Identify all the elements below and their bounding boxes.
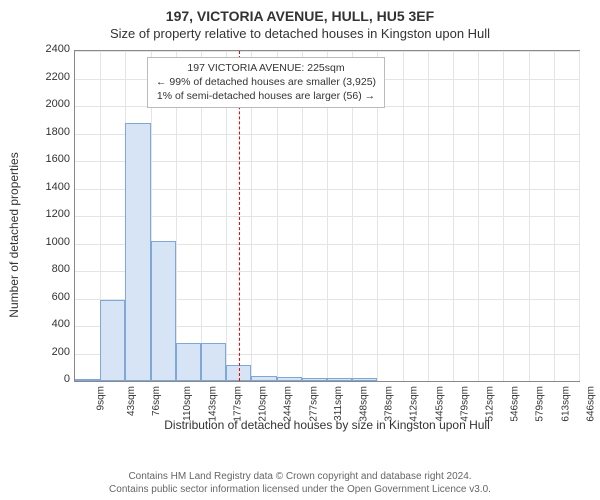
histogram-bar (100, 300, 125, 381)
y-tick-label: 2200 (30, 71, 70, 83)
y-tick-label: 400 (30, 318, 70, 330)
x-tick-label: 244sqm (283, 386, 294, 422)
y-tick-label: 2400 (30, 43, 70, 55)
y-tick-label: 2000 (30, 98, 70, 110)
page-title: 197, VICTORIA AVENUE, HULL, HU5 3EF (0, 0, 600, 24)
histogram-bar (277, 377, 302, 381)
x-tick-label: 177sqm (233, 386, 244, 422)
y-tick-label: 1800 (30, 126, 70, 138)
gridline-vertical (403, 51, 404, 381)
y-tick-label: 1600 (30, 153, 70, 165)
histogram-bar (251, 376, 276, 382)
x-tick-label: 378sqm (384, 386, 395, 422)
gridline-vertical (554, 51, 555, 381)
histogram-bar (201, 343, 226, 382)
gridline-vertical (579, 51, 580, 381)
footer-line-1: Contains HM Land Registry data © Crown c… (0, 470, 600, 483)
infobox-line: 197 VICTORIA AVENUE: 225sqm (156, 61, 376, 75)
x-tick-label: 9sqm (95, 386, 106, 410)
x-tick-label: 546sqm (510, 386, 521, 422)
y-tick-label: 600 (30, 291, 70, 303)
x-axis-label: Distribution of detached houses by size … (74, 418, 580, 432)
x-tick-label: 43sqm (126, 386, 137, 416)
x-tick-label: 143sqm (207, 386, 218, 422)
gridline-vertical (503, 51, 504, 381)
gridline-vertical (453, 51, 454, 381)
x-tick-label: 311sqm (333, 386, 344, 421)
histogram-bar (352, 378, 377, 381)
x-tick-label: 445sqm (434, 386, 445, 422)
page-subtitle: Size of property relative to detached ho… (0, 24, 600, 45)
plot-area: 197 VICTORIA AVENUE: 225sqm← 99% of deta… (74, 50, 580, 382)
y-tick-label: 1400 (30, 181, 70, 193)
reference-infobox: 197 VICTORIA AVENUE: 225sqm← 99% of deta… (147, 57, 385, 108)
gridline-vertical (478, 51, 479, 381)
x-tick-label: 76sqm (151, 386, 162, 416)
histogram-bar (176, 343, 201, 382)
y-tick-label: 800 (30, 263, 70, 275)
y-tick-label: 200 (30, 346, 70, 358)
footer-line-2: Contains public sector information licen… (0, 483, 600, 496)
y-tick-label: 0 (30, 373, 70, 385)
x-tick-label: 277sqm (308, 386, 319, 422)
histogram-bar (327, 378, 352, 381)
x-tick-label: 479sqm (459, 386, 470, 422)
y-tick-label: 1200 (30, 208, 70, 220)
x-tick-label: 613sqm (560, 386, 571, 422)
x-tick-label: 110sqm (181, 386, 192, 421)
x-tick-label: 579sqm (535, 386, 546, 422)
x-tick-label: 348sqm (359, 386, 370, 422)
y-axis-label: Number of detached properties (7, 152, 21, 317)
gridline-vertical (529, 51, 530, 381)
infobox-line: 1% of semi-detached houses are larger (5… (156, 89, 376, 103)
x-tick-label: 646sqm (585, 386, 596, 422)
chart-container: Number of detached properties 197 VICTOR… (22, 46, 588, 424)
x-tick-label: 412sqm (409, 386, 420, 422)
histogram-bar (125, 123, 150, 382)
x-tick-label: 210sqm (258, 386, 269, 422)
x-tick-label: 512sqm (485, 386, 496, 422)
y-tick-label: 1000 (30, 236, 70, 248)
infobox-line: ← 99% of detached houses are smaller (3,… (156, 75, 376, 89)
histogram-bar (302, 378, 327, 381)
histogram-bar (151, 241, 176, 381)
histogram-bar (75, 379, 100, 381)
gridline-vertical (428, 51, 429, 381)
footer-attribution: Contains HM Land Registry data © Crown c… (0, 470, 600, 496)
